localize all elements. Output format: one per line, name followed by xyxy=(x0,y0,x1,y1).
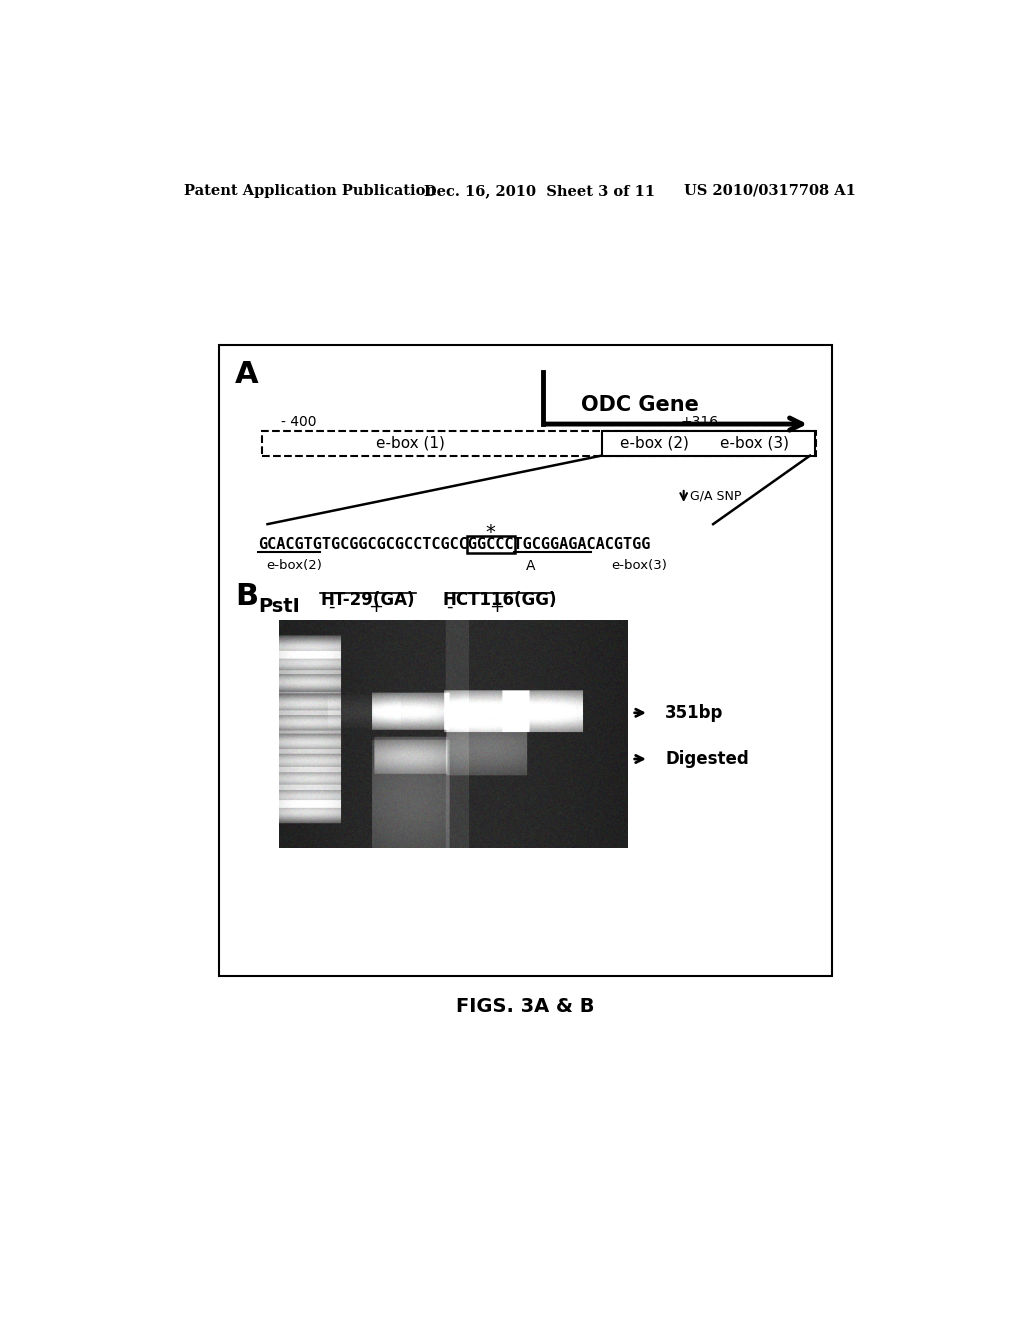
Bar xyxy=(601,432,815,455)
Text: e-box (1): e-box (1) xyxy=(377,436,445,451)
Text: +: + xyxy=(489,598,505,615)
Text: -: - xyxy=(328,598,334,615)
Text: Digested: Digested xyxy=(665,750,749,768)
Text: Patent Application Publication: Patent Application Publication xyxy=(183,183,436,198)
Text: - 400: - 400 xyxy=(281,414,316,429)
Text: B: B xyxy=(234,582,258,611)
Text: ODC Gene: ODC Gene xyxy=(581,395,698,414)
Text: e-box(2): e-box(2) xyxy=(266,558,323,572)
Text: +316: +316 xyxy=(681,414,719,429)
Text: *: * xyxy=(485,523,496,543)
Text: HT-29(GA): HT-29(GA) xyxy=(321,591,416,609)
Text: A: A xyxy=(234,360,259,389)
Text: HCT116(GG): HCT116(GG) xyxy=(442,591,557,609)
Bar xyxy=(467,536,515,553)
Text: 351bp: 351bp xyxy=(665,704,723,722)
Text: FIGS. 3A & B: FIGS. 3A & B xyxy=(456,998,594,1016)
Text: e-box (2): e-box (2) xyxy=(620,436,689,451)
Text: Dec. 16, 2010  Sheet 3 of 11: Dec. 16, 2010 Sheet 3 of 11 xyxy=(424,183,655,198)
Text: A: A xyxy=(526,558,536,573)
Bar xyxy=(262,432,816,455)
Text: GCACGTGTGCGGCGCGCCTCGCCGGCCCTGCGGAGACACGTGG: GCACGTGTGCGGCGCGCCTCGCCGGCCCTGCGGAGACACG… xyxy=(258,537,650,553)
Text: +: + xyxy=(369,598,384,615)
Text: PstI: PstI xyxy=(258,597,300,616)
Text: US 2010/0317708 A1: US 2010/0317708 A1 xyxy=(684,183,856,198)
Bar xyxy=(219,345,831,977)
Text: G/A SNP: G/A SNP xyxy=(690,490,741,502)
Text: e-box (3): e-box (3) xyxy=(720,436,788,451)
Text: -: - xyxy=(446,598,453,615)
Text: e-box(3): e-box(3) xyxy=(611,558,668,572)
